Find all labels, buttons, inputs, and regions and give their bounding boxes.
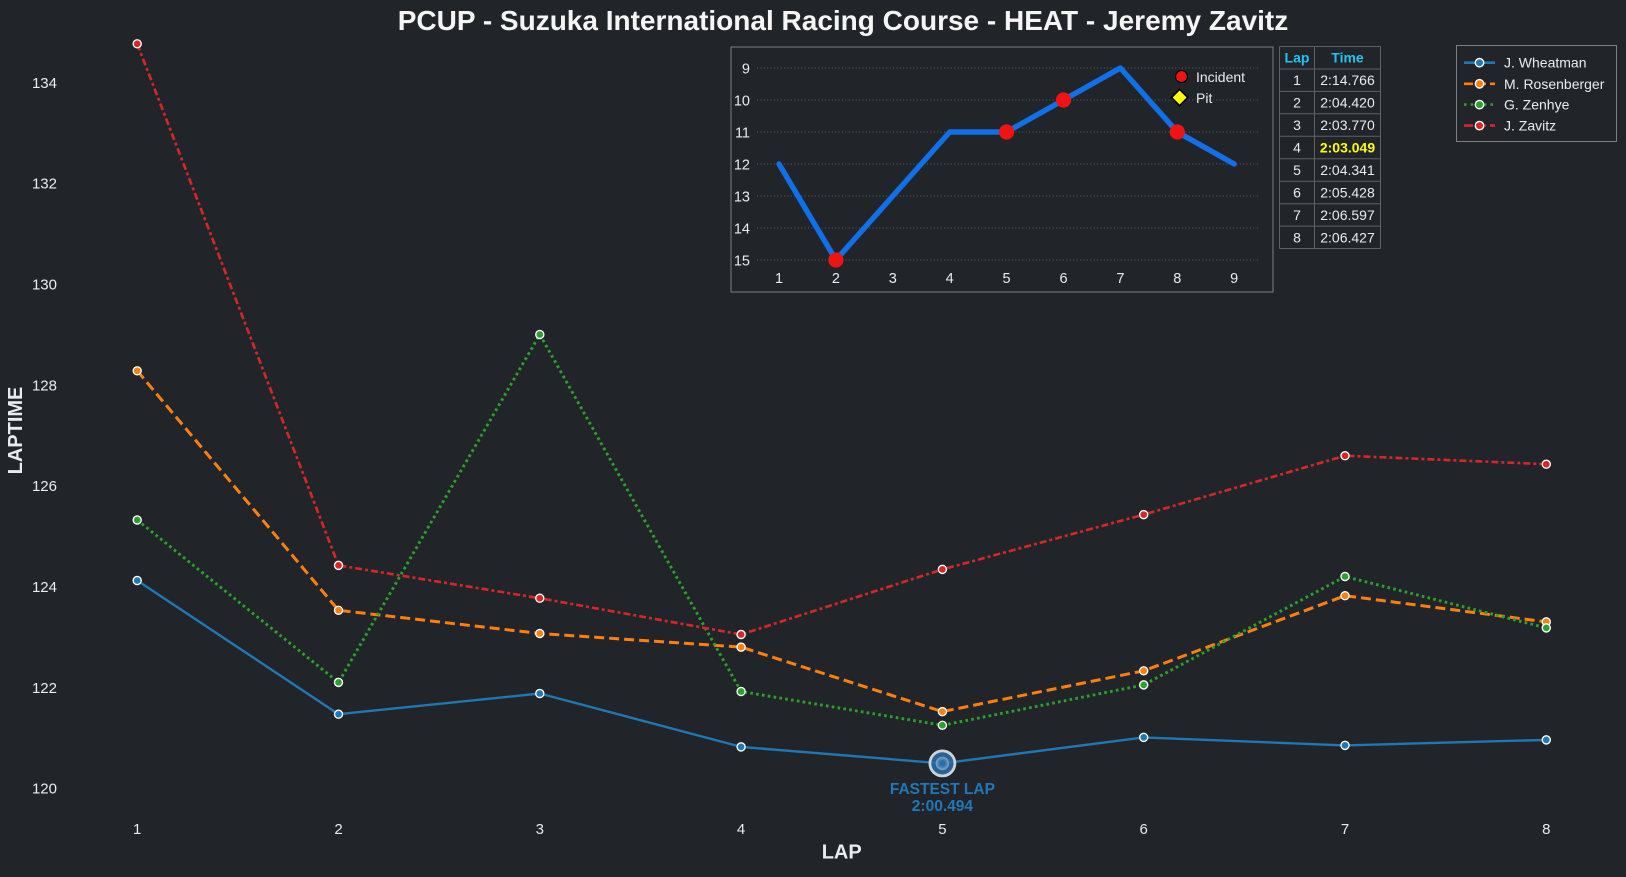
svg-text:G. Zenhye: G. Zenhye bbox=[1504, 97, 1570, 113]
svg-text:130: 130 bbox=[32, 277, 57, 294]
svg-text:6: 6 bbox=[1059, 271, 1067, 287]
svg-text:2:05.428: 2:05.428 bbox=[1320, 184, 1375, 200]
svg-text:Lap: Lap bbox=[1285, 50, 1310, 66]
svg-text:124: 124 bbox=[32, 579, 57, 596]
svg-text:1: 1 bbox=[133, 821, 141, 838]
svg-text:5: 5 bbox=[1293, 162, 1301, 178]
svg-text:Pit: Pit bbox=[1196, 90, 1212, 106]
svg-text:11: 11 bbox=[735, 126, 750, 142]
svg-text:4: 4 bbox=[1293, 140, 1301, 156]
svg-text:5: 5 bbox=[938, 821, 946, 838]
svg-text:2:04.420: 2:04.420 bbox=[1320, 95, 1375, 111]
svg-text:12: 12 bbox=[734, 158, 750, 174]
svg-text:5: 5 bbox=[1003, 271, 1011, 287]
svg-text:2: 2 bbox=[832, 271, 840, 287]
svg-text:3: 3 bbox=[889, 271, 897, 287]
svg-text:128: 128 bbox=[32, 377, 57, 394]
svg-text:2:04.341: 2:04.341 bbox=[1320, 162, 1375, 178]
svg-text:134: 134 bbox=[32, 75, 57, 92]
svg-text:2: 2 bbox=[334, 821, 342, 838]
svg-text:Time: Time bbox=[1331, 50, 1364, 66]
svg-text:10: 10 bbox=[734, 94, 750, 110]
svg-text:Incident: Incident bbox=[1196, 69, 1245, 85]
svg-text:13: 13 bbox=[734, 190, 750, 206]
svg-text:4: 4 bbox=[737, 821, 745, 838]
svg-text:15: 15 bbox=[734, 254, 750, 270]
svg-text:8: 8 bbox=[1173, 271, 1181, 287]
svg-text:120: 120 bbox=[32, 781, 57, 798]
svg-text:122: 122 bbox=[32, 680, 57, 697]
svg-text:126: 126 bbox=[32, 478, 57, 495]
svg-text:6: 6 bbox=[1293, 184, 1301, 200]
svg-text:9: 9 bbox=[1230, 271, 1238, 287]
svg-text:2:03.049: 2:03.049 bbox=[1320, 140, 1375, 156]
svg-text:2:06.597: 2:06.597 bbox=[1320, 207, 1375, 223]
svg-text:2:06.427: 2:06.427 bbox=[1320, 229, 1375, 245]
svg-text:132: 132 bbox=[32, 176, 57, 193]
svg-text:LAP: LAP bbox=[822, 842, 862, 864]
svg-text:LAPTIME: LAPTIME bbox=[5, 387, 27, 475]
svg-text:7: 7 bbox=[1341, 821, 1349, 838]
svg-text:J. Wheatman: J. Wheatman bbox=[1504, 55, 1586, 71]
svg-text:M. Rosenberger: M. Rosenberger bbox=[1504, 76, 1605, 92]
svg-text:7: 7 bbox=[1293, 207, 1301, 223]
svg-text:14: 14 bbox=[734, 222, 750, 238]
svg-text:2:03.770: 2:03.770 bbox=[1320, 117, 1375, 133]
svg-text:8: 8 bbox=[1293, 229, 1301, 245]
svg-text:2:00.494: 2:00.494 bbox=[912, 798, 974, 815]
svg-text:2: 2 bbox=[1293, 95, 1301, 111]
svg-text:2:14.766: 2:14.766 bbox=[1320, 72, 1375, 88]
svg-text:4: 4 bbox=[946, 271, 954, 287]
svg-text:1: 1 bbox=[1293, 72, 1301, 88]
svg-text:9: 9 bbox=[742, 62, 750, 78]
svg-text:1: 1 bbox=[775, 271, 783, 287]
svg-text:6: 6 bbox=[1140, 821, 1148, 838]
svg-text:8: 8 bbox=[1542, 821, 1550, 838]
svg-text:FASTEST LAP: FASTEST LAP bbox=[890, 781, 995, 798]
svg-text:7: 7 bbox=[1116, 271, 1124, 287]
svg-text:3: 3 bbox=[1293, 117, 1301, 133]
svg-text:J. Zavitz: J. Zavitz bbox=[1504, 118, 1556, 134]
svg-text:3: 3 bbox=[536, 821, 544, 838]
svg-text:PCUP - Suzuka International Ra: PCUP - Suzuka International Racing Cours… bbox=[398, 5, 1289, 36]
